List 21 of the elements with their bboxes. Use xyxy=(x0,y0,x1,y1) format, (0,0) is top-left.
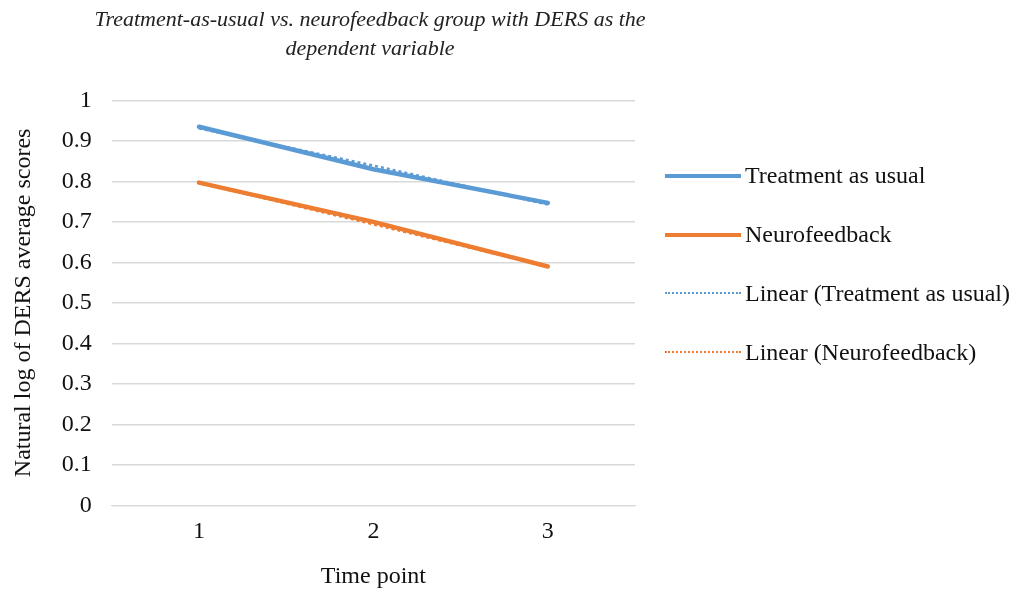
y-tick-label: 1 xyxy=(79,85,92,112)
legend-label: Treatment as usual xyxy=(745,161,926,190)
y-tick-label: 0.1 xyxy=(61,450,92,477)
y-tick-label: 0.6 xyxy=(61,247,92,274)
x-tick-label: 1 xyxy=(193,517,205,544)
y-tick-label: 0.9 xyxy=(61,126,92,153)
y-tick-label: 0 xyxy=(79,490,92,517)
y-tick-label: 0.2 xyxy=(61,409,92,436)
y-tick-label: 0.4 xyxy=(61,328,92,355)
legend-label: Linear (Treatment as usual) xyxy=(745,279,1011,308)
y-tick-label: 0.7 xyxy=(61,207,92,234)
x-tick-label: 3 xyxy=(541,517,554,544)
legend-label: Neurofeedback xyxy=(745,220,892,249)
chart-title: Treatment-as-usual vs. neurofeedback group with DERS as the dependent variable xyxy=(93,5,647,62)
x-tick-label: 2 xyxy=(367,517,380,544)
x-axis-title: Time point xyxy=(320,561,427,588)
y-tick-label: 0.3 xyxy=(61,369,92,396)
legend-label: Linear (Neurofeedback) xyxy=(745,338,977,367)
y-axis-title: Natural log of DERS average scores xyxy=(8,128,35,478)
y-tick-label: 0.5 xyxy=(61,288,92,315)
y-tick-label: 0.8 xyxy=(61,166,92,193)
